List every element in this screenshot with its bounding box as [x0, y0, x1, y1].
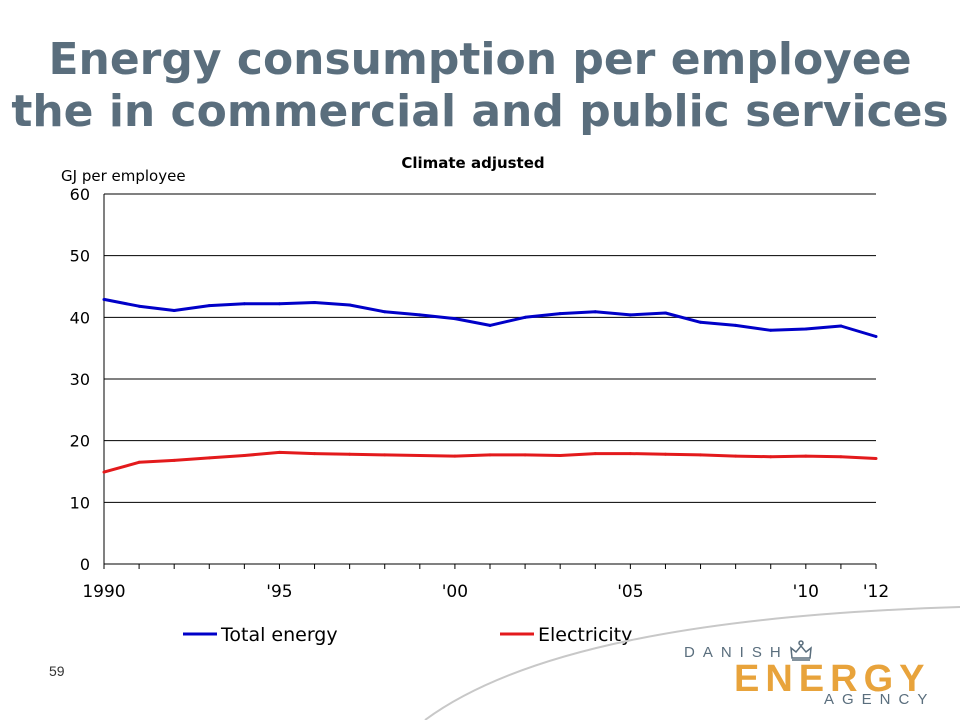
data-point: [102, 297, 106, 301]
data-point: [874, 457, 878, 461]
data-point: [734, 454, 738, 458]
x-tick-label: '95: [266, 582, 292, 602]
data-point: [277, 302, 281, 306]
data-point: [558, 312, 562, 316]
data-point: [348, 452, 352, 456]
decorative-swoosh: [424, 606, 960, 720]
data-point: [769, 455, 773, 459]
legend: Total energy Electricity: [183, 624, 632, 646]
data-point: [839, 324, 843, 328]
data-point: [453, 454, 457, 458]
data-point: [102, 470, 106, 474]
x-tick-label: '00: [442, 582, 468, 602]
x-ticks: 1990 '95 '00 '05 '10 '12: [82, 564, 889, 602]
data-point: [137, 460, 141, 464]
data-point: [699, 320, 703, 324]
data-point: [874, 334, 878, 338]
data-point: [628, 313, 632, 317]
data-point: [242, 453, 246, 457]
data-point: [313, 301, 317, 305]
data-point: [172, 309, 176, 313]
data-point: [242, 302, 246, 306]
slide-title-line-1: Energy consumption per employee: [48, 34, 912, 85]
data-point: [628, 452, 632, 456]
data-point: [558, 453, 562, 457]
data-point: [804, 327, 808, 331]
data-point: [523, 453, 527, 457]
x-tick-label: '12: [863, 582, 889, 602]
x-tick-label: '05: [617, 582, 643, 602]
data-point: [488, 453, 492, 457]
data-point: [207, 456, 211, 460]
slide-title: Energy consumption per employee the in c…: [0, 34, 960, 138]
data-point: [277, 450, 281, 454]
danish-energy-agency-logo: DANISH ENERGY AGENCY: [682, 640, 932, 715]
logo-line-1: DANISH: [684, 644, 789, 661]
data-point: [383, 310, 387, 314]
series-line-total-energy: [103, 297, 877, 338]
legend-label: Total energy: [220, 624, 338, 646]
data-point: [453, 317, 457, 321]
data-point: [593, 452, 597, 456]
y-tick-label: 40: [70, 308, 90, 327]
y-tick-label: 60: [70, 185, 90, 204]
data-point: [418, 453, 422, 457]
y-tick-label: 0: [80, 555, 90, 574]
data-point: [137, 304, 141, 308]
y-tick-label: 30: [70, 370, 90, 389]
data-point: [734, 323, 738, 327]
data-point: [418, 313, 422, 317]
gridlines: [104, 193, 876, 503]
y-tick-label: 50: [70, 247, 90, 266]
legend-label: Electricity: [538, 624, 632, 646]
series-lines: [102, 297, 878, 474]
x-tick-label: 1990: [82, 582, 125, 602]
data-point: [663, 311, 667, 315]
data-point: [348, 303, 352, 307]
crown-icon: [790, 640, 812, 661]
data-point: [699, 453, 703, 457]
data-point: [663, 452, 667, 456]
logo-line-3: AGENCY: [824, 691, 936, 708]
logo-line-2: ENERGY: [734, 658, 931, 700]
x-tick-label: '10: [793, 582, 819, 602]
y-axis-label: GJ per employee: [61, 167, 186, 185]
y-ticks: 0 10 20 30 40 50 60: [70, 185, 90, 574]
y-tick-label: 10: [70, 493, 90, 512]
slide-title-line-2: the in commercial and public services: [11, 86, 949, 137]
data-point: [593, 310, 597, 314]
page-number: 59: [49, 663, 65, 679]
y-tick-label: 20: [70, 432, 90, 451]
data-point: [383, 453, 387, 457]
data-point: [488, 323, 492, 327]
data-point: [207, 304, 211, 308]
data-point: [523, 315, 527, 319]
data-point: [839, 455, 843, 459]
data-point: [769, 328, 773, 332]
chart-title: Climate adjusted: [401, 154, 544, 172]
data-point: [172, 458, 176, 462]
data-point: [313, 452, 317, 456]
data-point: [804, 454, 808, 458]
